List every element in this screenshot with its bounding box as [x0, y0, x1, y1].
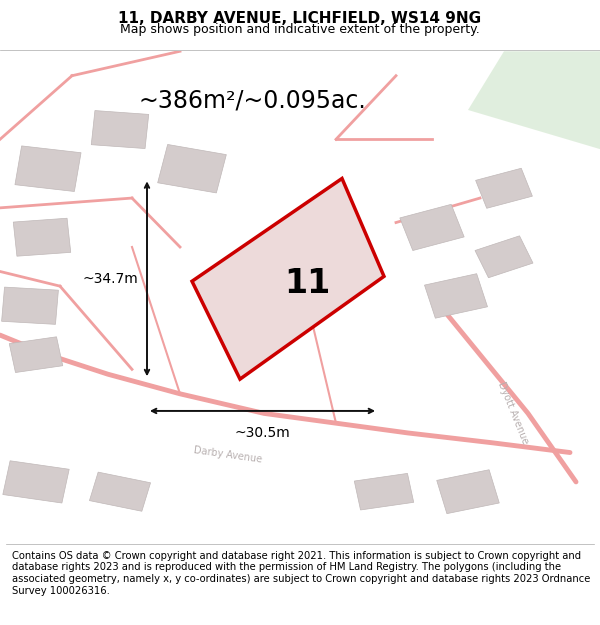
Polygon shape — [9, 337, 63, 372]
Polygon shape — [89, 472, 151, 511]
Polygon shape — [192, 179, 384, 379]
Polygon shape — [2, 287, 58, 324]
Polygon shape — [475, 236, 533, 278]
Polygon shape — [13, 218, 71, 256]
Text: Darby Avenue: Darby Avenue — [193, 445, 263, 465]
Text: Dyott Avenue: Dyott Avenue — [496, 381, 530, 446]
Text: Map shows position and indicative extent of the property.: Map shows position and indicative extent… — [120, 23, 480, 36]
Text: ~386m²/~0.095ac.: ~386m²/~0.095ac. — [138, 88, 366, 112]
Polygon shape — [476, 168, 532, 208]
Text: Contains OS data © Crown copyright and database right 2021. This information is : Contains OS data © Crown copyright and d… — [12, 551, 590, 596]
Polygon shape — [158, 144, 226, 193]
Text: 11: 11 — [284, 268, 331, 300]
Text: 11, DARBY AVENUE, LICHFIELD, WS14 9NG: 11, DARBY AVENUE, LICHFIELD, WS14 9NG — [118, 11, 482, 26]
Polygon shape — [437, 470, 499, 514]
Polygon shape — [424, 274, 488, 318]
Polygon shape — [91, 111, 149, 149]
Polygon shape — [400, 204, 464, 251]
Polygon shape — [468, 51, 600, 149]
Polygon shape — [3, 461, 69, 503]
Polygon shape — [354, 473, 414, 510]
Text: ~30.5m: ~30.5m — [235, 426, 290, 439]
Polygon shape — [15, 146, 81, 191]
Text: ~34.7m: ~34.7m — [82, 272, 138, 286]
